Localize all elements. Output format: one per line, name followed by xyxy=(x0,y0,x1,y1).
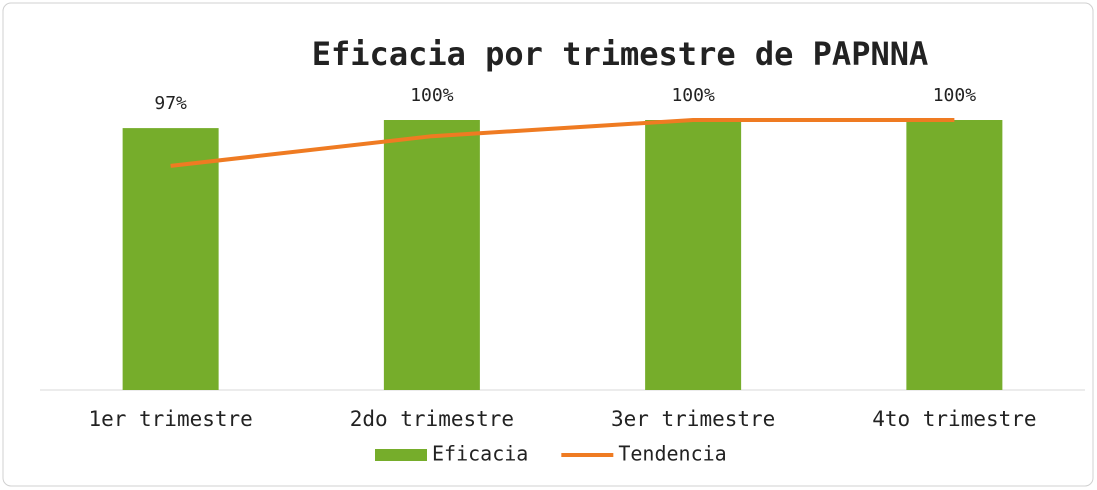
legend-swatch xyxy=(375,449,427,461)
trend-line xyxy=(170,118,955,168)
x-tick-label: 4to trimestre xyxy=(872,407,1036,431)
data-label: 100% xyxy=(410,85,454,106)
x-tick-label: 2do trimestre xyxy=(350,407,514,431)
data-label: 97% xyxy=(154,93,187,114)
bar xyxy=(906,120,1003,390)
bar xyxy=(122,128,219,390)
chart-title: Eficacia por trimestre de PAPNNA xyxy=(312,35,929,73)
data-label: 100% xyxy=(933,85,977,106)
x-tick-label: 3er trimestre xyxy=(611,407,775,431)
bar xyxy=(383,120,480,390)
data-label: 100% xyxy=(671,85,715,106)
legend-label: Eficacia xyxy=(432,442,528,466)
legend-label: Tendencia xyxy=(618,442,726,466)
x-tick-label: 1er trimestre xyxy=(88,407,252,431)
bar xyxy=(645,120,742,390)
